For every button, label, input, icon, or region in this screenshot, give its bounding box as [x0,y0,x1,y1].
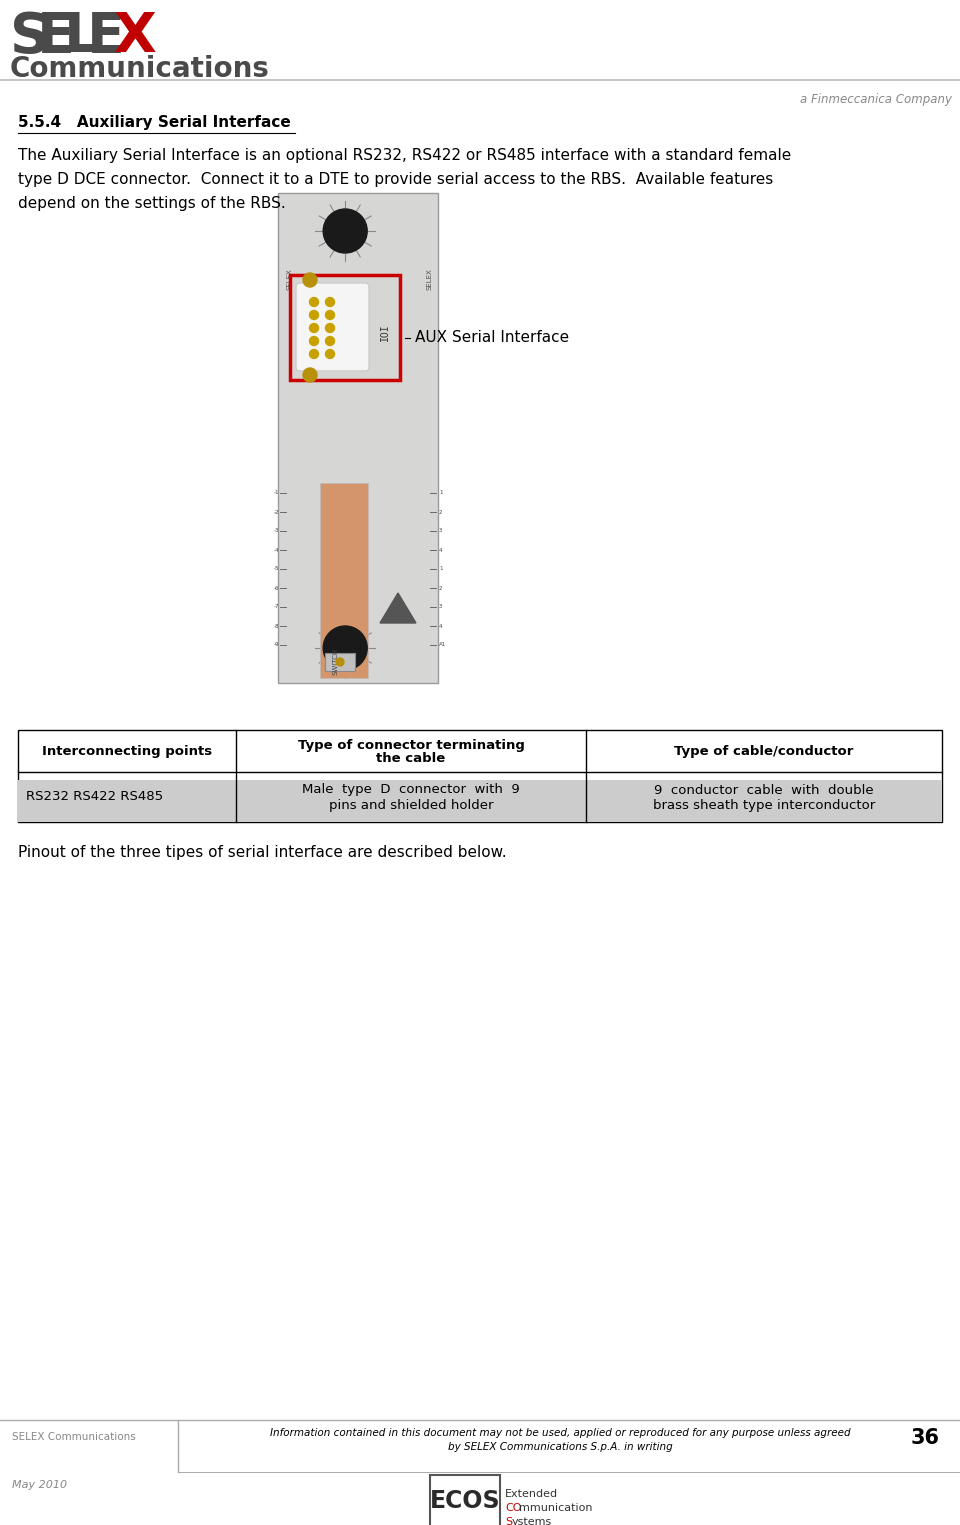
Text: Type of cable/conductor: Type of cable/conductor [674,744,853,758]
Text: SELEX: SELEX [426,268,432,290]
Text: -1: -1 [274,491,279,496]
Text: 5.5.4   Auxiliary Serial Interface: 5.5.4 Auxiliary Serial Interface [18,114,291,130]
Circle shape [325,297,334,307]
Text: SELEX: SELEX [286,268,292,290]
Bar [320,483,368,679]
Bar [18,779,942,822]
Circle shape [325,337,334,346]
Text: -8: -8 [274,624,279,628]
Polygon shape [380,593,416,624]
Text: -2: -2 [274,509,279,514]
Text: mmunication: mmunication [519,1504,592,1513]
Text: ECOS: ECOS [430,1488,500,1513]
Text: the cable: the cable [376,752,445,766]
Circle shape [309,323,319,332]
Text: SELEX Communications: SELEX Communications [12,1432,135,1443]
FancyBboxPatch shape [296,284,369,371]
Text: -4: -4 [274,547,279,552]
Circle shape [325,323,334,332]
Text: pins and shielded holder: pins and shielded holder [328,799,493,811]
Text: L: L [64,11,100,64]
Text: 2: 2 [439,509,443,514]
Text: 3: 3 [439,604,443,610]
Text: Pinout of the three tipes of serial interface are described below.: Pinout of the three tipes of serial inte… [18,845,507,860]
Text: -6: -6 [274,586,279,590]
Circle shape [309,337,319,346]
Text: Type of connector terminating: Type of connector terminating [298,738,524,752]
Circle shape [303,273,317,287]
Text: AUX Serial Interface: AUX Serial Interface [415,329,569,345]
Circle shape [309,297,319,307]
Text: -3: -3 [274,529,279,534]
Text: type D DCE connector.  Connect it to a DTE to provide serial access to the RBS. : type D DCE connector. Connect it to a DT… [18,172,773,188]
Text: CO: CO [505,1504,521,1513]
Text: X: X [114,11,156,64]
Bar [430,1475,500,1525]
Text: 4: 4 [439,547,443,552]
Circle shape [309,349,319,358]
Text: IOI: IOI [380,323,390,340]
Text: Information contained in this document may not be used, applied or reproduced fo: Information contained in this document m… [270,1427,851,1438]
Text: -5: -5 [274,566,279,572]
Text: depend on the settings of the RBS.: depend on the settings of the RBS. [18,197,286,210]
Text: brass sheath type interconductor: brass sheath type interconductor [653,799,876,811]
Text: -9: -9 [274,642,279,648]
Text: by SELEX Communications S.p.A. in writing: by SELEX Communications S.p.A. in writin… [447,1443,672,1452]
Bar [290,274,400,380]
Text: 1: 1 [439,491,443,496]
Text: May 2010: May 2010 [12,1479,67,1490]
Circle shape [324,209,367,253]
Text: 1: 1 [439,566,443,572]
Text: SWITCH: SWITCH [333,648,339,676]
FancyBboxPatch shape [278,194,438,683]
Text: E: E [87,11,125,64]
Text: 36: 36 [911,1427,940,1449]
Text: E: E [37,11,75,64]
Text: Male  type  D  connector  with  9: Male type D connector with 9 [302,784,520,796]
Circle shape [309,311,319,320]
Text: 9  conductor  cable  with  double: 9 conductor cable with double [654,784,874,796]
Circle shape [303,368,317,381]
Text: The Auxiliary Serial Interface is an optional RS232, RS422 or RS485 interface wi: The Auxiliary Serial Interface is an opt… [18,148,791,163]
Text: S: S [10,11,50,64]
Bar [325,653,355,671]
Text: -7: -7 [274,604,279,610]
Text: RS232 RS422 RS485: RS232 RS422 RS485 [26,790,163,804]
Text: A1: A1 [439,642,446,648]
Bar [18,730,942,822]
Circle shape [324,625,367,669]
Text: Interconnecting points: Interconnecting points [42,744,212,758]
Text: a Finmeccanica Company: a Finmeccanica Company [800,93,952,107]
Circle shape [336,657,344,666]
Circle shape [325,311,334,320]
Text: 2: 2 [439,586,443,590]
Text: ystems: ystems [512,1517,552,1525]
Text: S: S [505,1517,512,1525]
Circle shape [325,349,334,358]
Text: 4: 4 [439,624,443,628]
Text: Communications: Communications [10,55,270,82]
Text: 3: 3 [439,529,443,534]
Text: Extended: Extended [505,1488,558,1499]
